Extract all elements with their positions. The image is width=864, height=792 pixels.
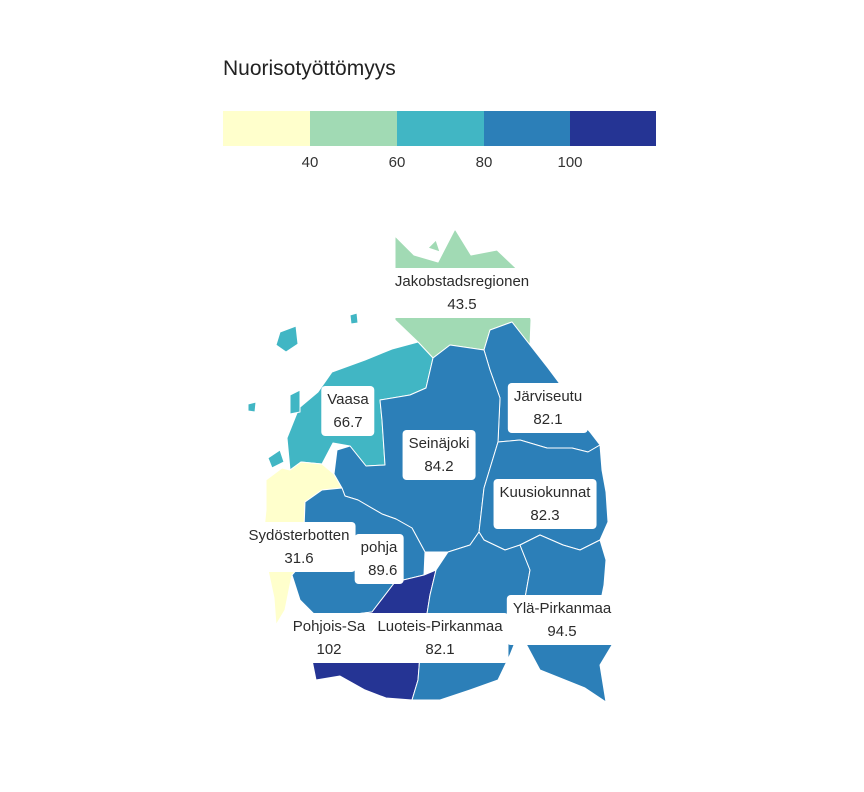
region-value: 82.1 <box>425 641 455 658</box>
region-value: 82.1 <box>533 411 563 428</box>
region-value: 43.5 <box>447 296 477 313</box>
legend-tick: 40 <box>301 154 319 171</box>
legend-title: Nuorisotyöttömyys <box>223 57 396 80</box>
region-label-seinajoki: Seinäjoki 84.2 <box>402 430 476 480</box>
region-jakobstadsregionen-islet[interactable] <box>427 239 441 253</box>
region-value: 66.7 <box>333 414 363 431</box>
region-value: 82.3 <box>530 507 560 524</box>
region-vaasa-islet-1[interactable] <box>275 325 299 353</box>
legend-colorbar <box>223 111 656 146</box>
region-value: 84.2 <box>424 458 454 475</box>
region-vaasa-islet-4[interactable] <box>247 401 257 413</box>
region-vaasa-islet-2[interactable] <box>289 389 301 415</box>
region-label-pohja: pohja 89.6 <box>354 534 404 584</box>
legend-bin-1 <box>223 111 310 146</box>
legend-bin-3 <box>397 111 484 146</box>
region-label-jarviseutu: Järviseutu 82.1 <box>507 383 589 433</box>
region-value: 31.6 <box>284 550 314 567</box>
region-name: Ylä-Pirkanmaa <box>512 600 612 617</box>
legend-bin-2 <box>310 111 397 146</box>
region-label-yla-pirkanmaa: Ylä-Pirkanmaa 94.5 <box>506 595 618 645</box>
region-label-pohjois-satakunta: Pohjois-Sa 102 <box>286 613 382 663</box>
region-name: Seinäjoki <box>408 435 470 452</box>
region-label-vaasa: Vaasa 66.7 <box>321 386 375 436</box>
region-name: Pohjois-Sa <box>292 618 366 635</box>
region-name: Kuusiokunnat <box>499 484 591 501</box>
region-name: Vaasa <box>327 391 369 408</box>
region-name: Jakobstadsregionen <box>394 273 530 290</box>
legend-tick: 100 <box>557 154 583 171</box>
region-vaasa-islet-5[interactable] <box>349 312 359 325</box>
region-value: 94.5 <box>547 623 577 640</box>
legend-bin-4 <box>484 111 570 146</box>
legend-bin-5 <box>570 111 656 146</box>
region-name: Järviseutu <box>513 388 583 405</box>
region-name: pohja <box>360 539 398 556</box>
region-label-kuusiokunnat: Kuusiokunnat 82.3 <box>493 479 597 529</box>
region-label-sydosterbotten: Sydösterbotten 31.6 <box>242 522 356 572</box>
legend-tick: 80 <box>475 154 493 171</box>
region-vaasa-islet-3[interactable] <box>267 449 285 469</box>
legend-tick: 60 <box>388 154 406 171</box>
region-value: 89.6 <box>368 562 398 579</box>
region-label-luoteis-pirkanmaa: Luoteis-Pirkanmaa 82.1 <box>371 613 509 663</box>
region-label-jakobstadsregionen: Jakobstadsregionen 43.5 <box>388 268 536 318</box>
region-value: 102 <box>316 641 342 658</box>
region-name: Sydösterbotten <box>248 527 350 544</box>
region-name: Luoteis-Pirkanmaa <box>377 618 503 635</box>
